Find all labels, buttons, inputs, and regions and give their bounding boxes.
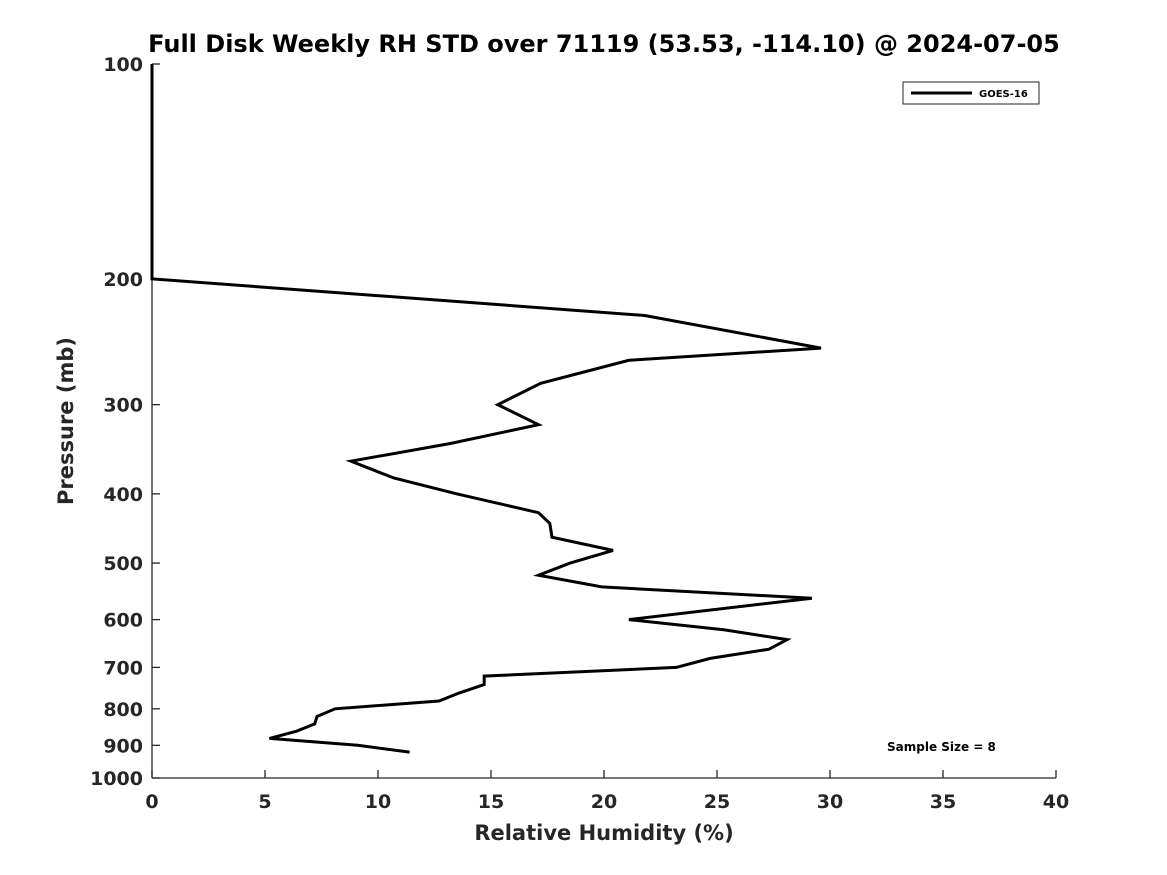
- y-tick-label: 700: [103, 657, 143, 679]
- y-tick-label: 800: [103, 699, 143, 721]
- x-tick-label: 0: [145, 791, 158, 813]
- y-tick-label: 400: [103, 484, 143, 506]
- y-tick-label: 900: [103, 735, 143, 757]
- y-tick-label: 600: [103, 610, 143, 632]
- x-tick-label: 35: [930, 791, 956, 813]
- x-axis-ticks: 0 5 10 15 20 25 30 35 40: [145, 770, 1069, 813]
- x-axis-label: Relative Humidity (%): [474, 821, 733, 845]
- sample-size-annotation: Sample Size = 8: [887, 740, 996, 754]
- legend-label-goes-16: GOES-16: [979, 89, 1028, 100]
- x-tick-label: 10: [365, 791, 391, 813]
- y-tick-label: 100: [103, 54, 143, 76]
- x-tick-label: 30: [817, 791, 843, 813]
- x-tick-label: 25: [704, 791, 730, 813]
- series-line-goes-16: [150, 64, 822, 754]
- y-tick-label: 300: [103, 395, 143, 417]
- plot-area: 0 5 10 15 20 25 30 35 40 100 200 300 400 500 600 700 80…: [90, 54, 1069, 813]
- legend: GOES-16: [902, 81, 1040, 105]
- x-tick-label: 5: [258, 791, 271, 813]
- y-tick-label: 1000: [90, 768, 143, 790]
- x-tick-label: 15: [478, 791, 504, 813]
- y-axis-label: Pressure (mb): [54, 337, 78, 505]
- y-axis-ticks: 100 200 300 400 500 600 700 800 900 1000: [90, 54, 160, 790]
- x-tick-label: 40: [1043, 791, 1069, 813]
- x-tick-label: 20: [591, 791, 617, 813]
- series-group: [150, 64, 822, 754]
- y-tick-label: 500: [103, 553, 143, 575]
- y-tick-label: 200: [103, 269, 143, 291]
- chart-title: Full Disk Weekly RH STD over 71119 (53.5…: [148, 30, 1060, 58]
